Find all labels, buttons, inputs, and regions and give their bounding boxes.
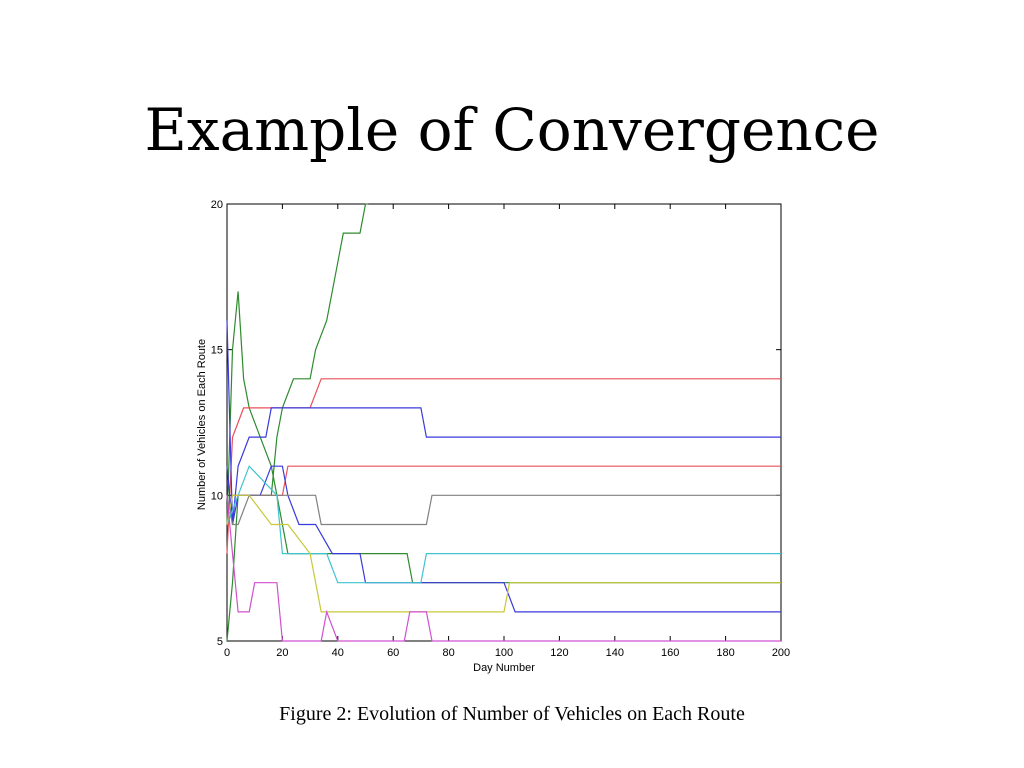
x-tick-label: 180 xyxy=(716,647,734,659)
x-tick-label: 120 xyxy=(550,647,568,659)
series-line-8 xyxy=(226,465,781,584)
x-tick-label: 20 xyxy=(276,647,288,659)
series-line-1 xyxy=(226,203,369,642)
x-tick-label: 40 xyxy=(332,647,344,659)
figure-caption: Figure 2: Evolution of Number of Vehicle… xyxy=(279,703,745,725)
x-tick-label: 200 xyxy=(772,647,790,659)
series-line-5 xyxy=(226,320,781,525)
series-line-10 xyxy=(226,495,781,642)
series-line-3 xyxy=(226,378,781,554)
x-tick-label: 0 xyxy=(224,647,230,659)
axis-ticks: 0 20 40 60 80 100 120 140 160 180 200 5 10 15 20 xyxy=(211,199,790,659)
x-tick-label: 80 xyxy=(442,647,454,659)
y-tick-label: 20 xyxy=(211,199,223,211)
x-tick-label: 100 xyxy=(495,647,513,659)
x-tick-label: 60 xyxy=(387,647,399,659)
x-tick-label: 140 xyxy=(606,647,624,659)
x-axis-label: Day Number xyxy=(473,662,535,674)
series-line-6 xyxy=(226,465,781,613)
x-tick-label: 160 xyxy=(661,647,679,659)
plot-area xyxy=(226,203,782,642)
slide-title: Example of Convergence xyxy=(144,96,880,164)
y-tick-label: 10 xyxy=(211,490,223,502)
y-tick-label: 15 xyxy=(211,345,223,357)
series-line-7 xyxy=(226,494,781,526)
series-lines xyxy=(226,203,781,642)
y-axis-label: Number of Vehicles on Each Route xyxy=(196,339,208,510)
series-line-9 xyxy=(226,494,781,613)
y-tick-label: 5 xyxy=(217,636,223,648)
